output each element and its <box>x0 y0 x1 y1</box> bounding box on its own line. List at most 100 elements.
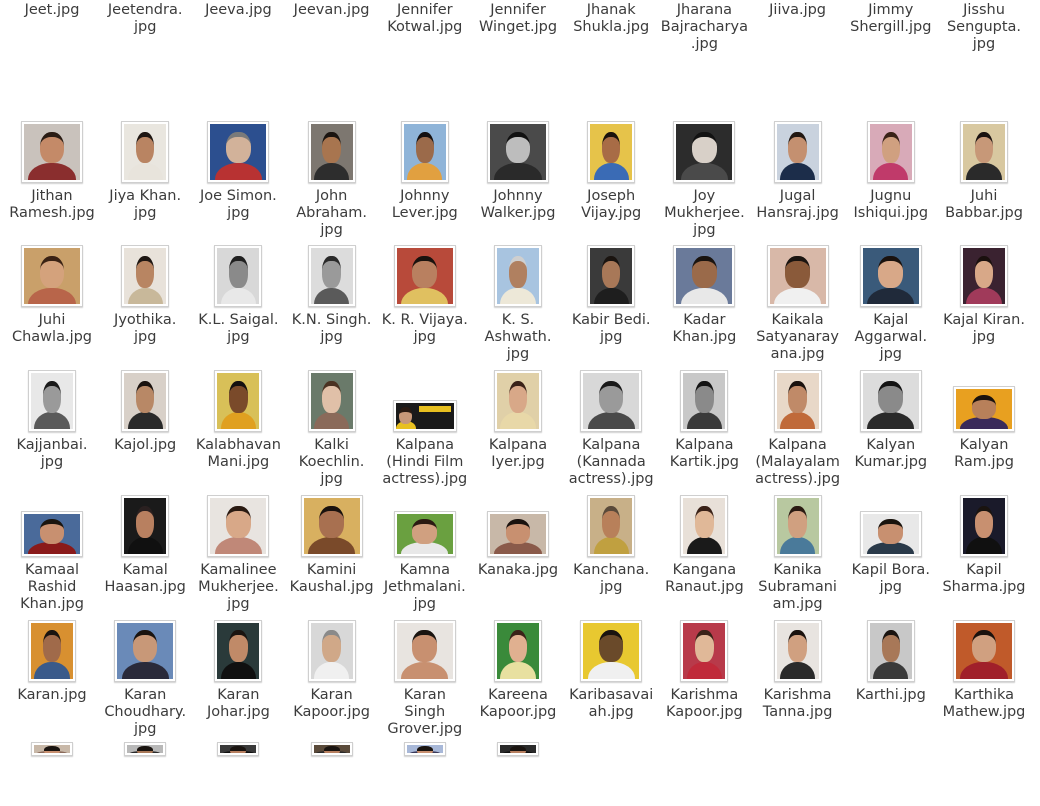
file-item[interactable]: Jennifer Kotwal.jpg <box>379 2 471 36</box>
file-item[interactable]: Karan.jpg <box>6 618 98 704</box>
image-thumbnail[interactable] <box>21 245 83 307</box>
image-thumbnail[interactable] <box>394 511 456 557</box>
file-item[interactable]: Kanchana. jpg <box>565 493 657 596</box>
file-item[interactable]: Kareena Kapoor.jpg <box>472 618 564 721</box>
image-thumbnail[interactable] <box>774 370 822 432</box>
image-thumbnail[interactable] <box>774 495 822 557</box>
file-item[interactable]: Kajjanbai. jpg <box>6 368 98 471</box>
file-item[interactable]: Kalki Koechlin. jpg <box>286 368 378 488</box>
image-thumbnail[interactable] <box>673 121 735 183</box>
file-item[interactable]: K. R. Vijaya. jpg <box>379 243 471 346</box>
image-thumbnail[interactable] <box>960 245 1008 307</box>
file-item[interactable]: Kalyan Ram.jpg <box>938 368 1030 471</box>
file-item[interactable]: Jhanak Shukla.jpg <box>565 2 657 36</box>
file-item[interactable]: Jeevan.jpg <box>286 2 378 19</box>
file-item[interactable]: Kalpana Iyer.jpg <box>472 368 564 471</box>
image-thumbnail[interactable] <box>21 121 83 183</box>
image-thumbnail[interactable] <box>494 245 542 307</box>
file-item[interactable]: Johnny Lever.jpg <box>379 119 471 222</box>
image-thumbnail[interactable] <box>867 620 915 682</box>
file-item[interactable]: Kalabhavan Mani.jpg <box>192 368 284 471</box>
file-item[interactable]: Karishma Kapoor.jpg <box>658 618 750 721</box>
image-thumbnail[interactable] <box>308 370 356 432</box>
image-thumbnail[interactable] <box>494 620 542 682</box>
file-item[interactable]: Jisshu Sengupta. jpg <box>938 2 1030 53</box>
image-thumbnail[interactable] <box>680 620 728 682</box>
file-item[interactable]: Kalpana (Malayalam actress).jpg <box>752 368 844 488</box>
image-thumbnail[interactable] <box>121 370 169 432</box>
file-item[interactable]: Kamal Haasan.jpg <box>99 493 191 596</box>
image-thumbnail[interactable] <box>308 121 356 183</box>
image-thumbnail[interactable] <box>497 742 539 756</box>
image-thumbnail[interactable] <box>494 370 542 432</box>
image-thumbnail[interactable] <box>214 620 262 682</box>
file-item[interactable]: Juhi Babbar.jpg <box>938 119 1030 222</box>
file-item[interactable]: Johnny Walker.jpg <box>472 119 564 222</box>
image-thumbnail[interactable] <box>114 620 176 682</box>
image-thumbnail[interactable] <box>960 495 1008 557</box>
file-item[interactable]: Karan Choudhary. jpg <box>99 618 191 738</box>
image-thumbnail[interactable] <box>860 511 922 557</box>
image-thumbnail[interactable] <box>680 495 728 557</box>
file-item[interactable]: John Abraham. jpg <box>286 119 378 239</box>
file-item[interactable]: Jimmy Shergill.jpg <box>845 2 937 36</box>
file-item[interactable]: K.N. Singh. jpg <box>286 243 378 346</box>
file-item[interactable]: Jeet.jpg <box>6 2 98 19</box>
image-thumbnail[interactable] <box>580 620 642 682</box>
file-item[interactable]: Jugnu Ishiqui.jpg <box>845 119 937 222</box>
image-thumbnail[interactable] <box>207 495 269 557</box>
file-item[interactable]: Karan Singh Grover.jpg <box>379 618 471 738</box>
image-thumbnail[interactable] <box>394 620 456 682</box>
file-item[interactable] <box>6 742 98 806</box>
image-thumbnail[interactable] <box>308 620 356 682</box>
file-item[interactable]: Karthika Mathew.jpg <box>938 618 1030 721</box>
file-item[interactable]: Kalpana (Hindi Film actress).jpg <box>379 368 471 488</box>
file-item[interactable]: Jeeva.jpg <box>192 2 284 19</box>
file-item[interactable]: Kamini Kaushal.jpg <box>286 493 378 596</box>
image-thumbnail[interactable] <box>860 370 922 432</box>
file-item[interactable]: Jeetendra. jpg <box>99 2 191 36</box>
image-thumbnail[interactable] <box>121 495 169 557</box>
file-item[interactable] <box>286 742 378 806</box>
file-item[interactable] <box>472 742 564 806</box>
file-item[interactable]: Jharana Bajracharya .jpg <box>658 2 750 53</box>
image-thumbnail[interactable] <box>124 742 166 756</box>
file-item[interactable]: Jiya Khan. jpg <box>99 119 191 222</box>
file-item[interactable]: Kajal Aggarwal. jpg <box>845 243 937 363</box>
image-thumbnail[interactable] <box>767 245 829 307</box>
file-item[interactable]: Kajal Kiran. jpg <box>938 243 1030 346</box>
file-item[interactable]: Kanaka.jpg <box>472 493 564 579</box>
image-thumbnail[interactable] <box>207 121 269 183</box>
image-thumbnail[interactable] <box>860 245 922 307</box>
image-thumbnail[interactable] <box>960 121 1008 183</box>
image-thumbnail[interactable] <box>580 370 642 432</box>
image-thumbnail[interactable] <box>21 511 83 557</box>
file-item[interactable]: Kabir Bedi. jpg <box>565 243 657 346</box>
image-thumbnail[interactable] <box>214 370 262 432</box>
image-thumbnail[interactable] <box>953 386 1015 432</box>
file-item[interactable] <box>379 742 471 806</box>
image-thumbnail[interactable] <box>487 511 549 557</box>
image-thumbnail[interactable] <box>311 742 353 756</box>
image-thumbnail[interactable] <box>774 121 822 183</box>
file-item[interactable]: Joy Mukherjee. jpg <box>658 119 750 239</box>
file-item[interactable]: Kangana Ranaut.jpg <box>658 493 750 596</box>
image-thumbnail[interactable] <box>301 495 363 557</box>
image-thumbnail[interactable] <box>680 370 728 432</box>
image-thumbnail[interactable] <box>774 620 822 682</box>
file-item[interactable]: Jugal Hansraj.jpg <box>752 119 844 222</box>
file-item[interactable]: Kajol.jpg <box>99 368 191 454</box>
file-item[interactable]: Jiiva.jpg <box>752 2 844 19</box>
file-item[interactable]: Kadar Khan.jpg <box>658 243 750 346</box>
image-thumbnail[interactable] <box>673 245 735 307</box>
file-item[interactable]: Juhi Chawla.jpg <box>6 243 98 346</box>
file-item[interactable]: Kaikala Satyanaray ana.jpg <box>752 243 844 363</box>
file-item[interactable]: Kapil Sharma.jpg <box>938 493 1030 596</box>
file-item[interactable] <box>192 742 284 806</box>
file-item[interactable]: Karan Kapoor.jpg <box>286 618 378 721</box>
file-item[interactable]: Joseph Vijay.jpg <box>565 119 657 222</box>
file-item[interactable]: Karan Johar.jpg <box>192 618 284 721</box>
file-item[interactable]: Karishma Tanna.jpg <box>752 618 844 721</box>
image-thumbnail[interactable] <box>28 370 76 432</box>
image-thumbnail[interactable] <box>393 400 457 432</box>
